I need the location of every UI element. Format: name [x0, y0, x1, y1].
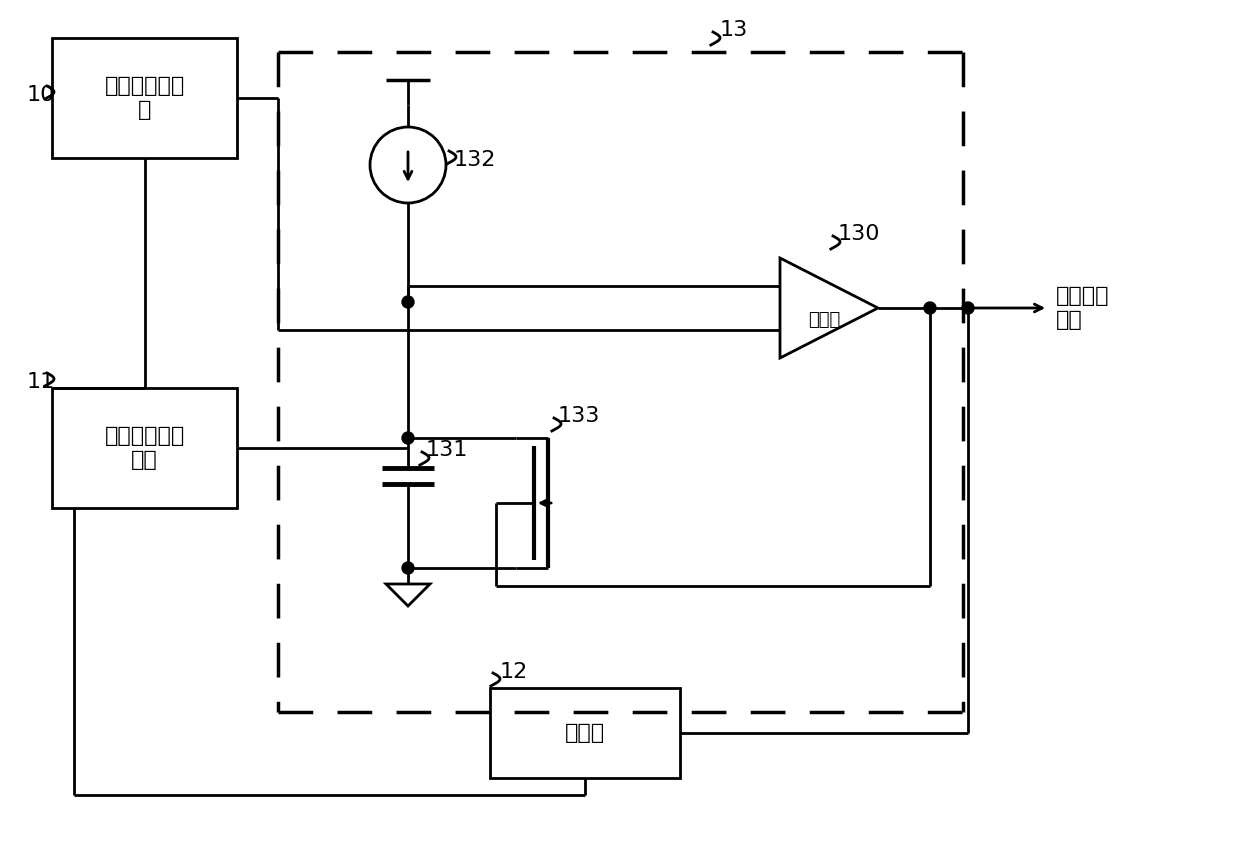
Circle shape: [402, 432, 414, 444]
Text: 133: 133: [558, 406, 600, 426]
Bar: [52, 38, 237, 158]
Text: 展频时钟
信号: 展频时钟 信号: [1056, 286, 1110, 330]
Circle shape: [402, 562, 414, 574]
Text: 132: 132: [454, 150, 496, 170]
Text: 比较器: 比较器: [808, 311, 841, 329]
Text: 计数器: 计数器: [565, 723, 605, 743]
Text: 13: 13: [720, 20, 748, 40]
Bar: [52, 388, 237, 508]
Text: 11: 11: [27, 372, 56, 392]
Circle shape: [924, 302, 936, 314]
Text: 可调节电流源
单元: 可调节电流源 单元: [104, 426, 185, 469]
Bar: [490, 688, 680, 778]
Text: 第一参考电压
源: 第一参考电压 源: [104, 77, 185, 120]
Text: 130: 130: [838, 224, 880, 244]
Text: 131: 131: [427, 440, 469, 460]
Circle shape: [962, 302, 973, 314]
Circle shape: [402, 296, 414, 308]
Text: 10: 10: [27, 85, 56, 105]
Text: 12: 12: [500, 662, 528, 682]
